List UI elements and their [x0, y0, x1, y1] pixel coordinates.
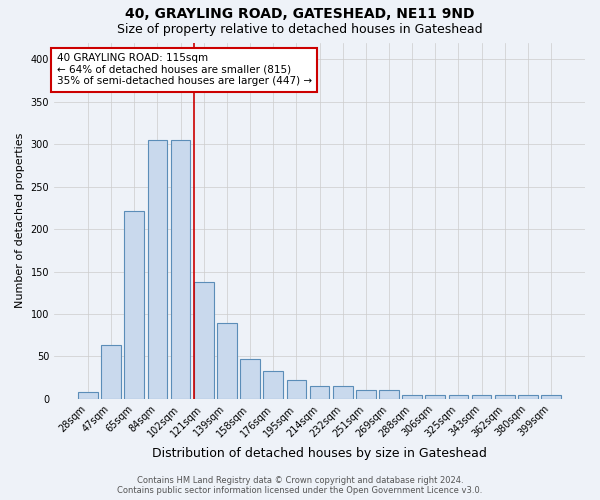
Bar [425, 394, 445, 399]
Y-axis label: Number of detached properties: Number of detached properties [15, 133, 25, 308]
X-axis label: Distribution of detached houses by size in Gateshead: Distribution of detached houses by size … [152, 447, 487, 460]
Bar [356, 390, 376, 399]
Bar [217, 324, 237, 399]
Bar [194, 282, 214, 399]
Text: 40 GRAYLING ROAD: 115sqm
← 64% of detached houses are smaller (815)
35% of semi-: 40 GRAYLING ROAD: 115sqm ← 64% of detach… [56, 53, 312, 86]
Bar [518, 396, 538, 399]
Bar [78, 392, 98, 399]
Bar [148, 140, 167, 399]
Text: Contains HM Land Registry data © Crown copyright and database right 2024.
Contai: Contains HM Land Registry data © Crown c… [118, 476, 482, 495]
Bar [472, 396, 491, 399]
Bar [495, 396, 515, 399]
Bar [240, 359, 260, 399]
Bar [287, 380, 306, 399]
Bar [310, 386, 329, 399]
Bar [171, 140, 190, 399]
Text: Size of property relative to detached houses in Gateshead: Size of property relative to detached ho… [117, 22, 483, 36]
Bar [379, 390, 399, 399]
Bar [124, 212, 144, 399]
Bar [402, 394, 422, 399]
Bar [541, 396, 561, 399]
Bar [263, 371, 283, 399]
Bar [101, 346, 121, 399]
Text: 40, GRAYLING ROAD, GATESHEAD, NE11 9ND: 40, GRAYLING ROAD, GATESHEAD, NE11 9ND [125, 8, 475, 22]
Bar [333, 386, 353, 399]
Bar [449, 394, 468, 399]
